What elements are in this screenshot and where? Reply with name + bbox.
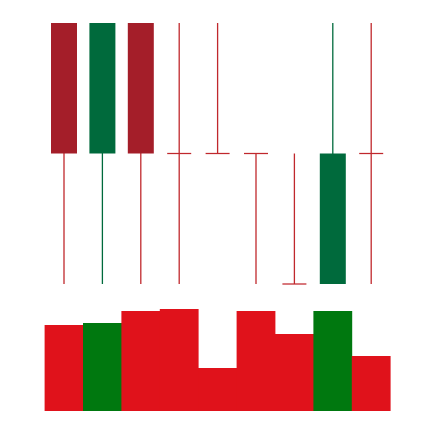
candle-3-body (127, 23, 154, 154)
candlestick-panel (51, 23, 384, 285)
volume-bar-1 (44, 325, 84, 411)
candle-7 (282, 153, 307, 285)
volume-bar-3 (121, 311, 161, 411)
volume-bar-7 (275, 334, 314, 411)
candle-3 (127, 23, 154, 284)
candle-4 (167, 23, 192, 284)
volume-bar-2 (83, 323, 122, 411)
volume-panel (44, 309, 391, 411)
candle-5 (205, 23, 230, 155)
candle-1-body (51, 23, 77, 154)
candle-9 (359, 23, 384, 284)
candle-6 (244, 152, 268, 284)
candle-2-body (89, 23, 116, 154)
candle-8 (319, 23, 346, 284)
volume-bar-5 (198, 368, 237, 411)
candle-8-body (319, 153, 346, 284)
candle-1 (51, 23, 77, 284)
volume-bar-6 (236, 311, 276, 411)
volume-bar-4 (159, 309, 199, 411)
volume-bar-8 (313, 311, 353, 411)
volume-bar-9 (351, 356, 391, 411)
candle-2 (89, 23, 116, 284)
